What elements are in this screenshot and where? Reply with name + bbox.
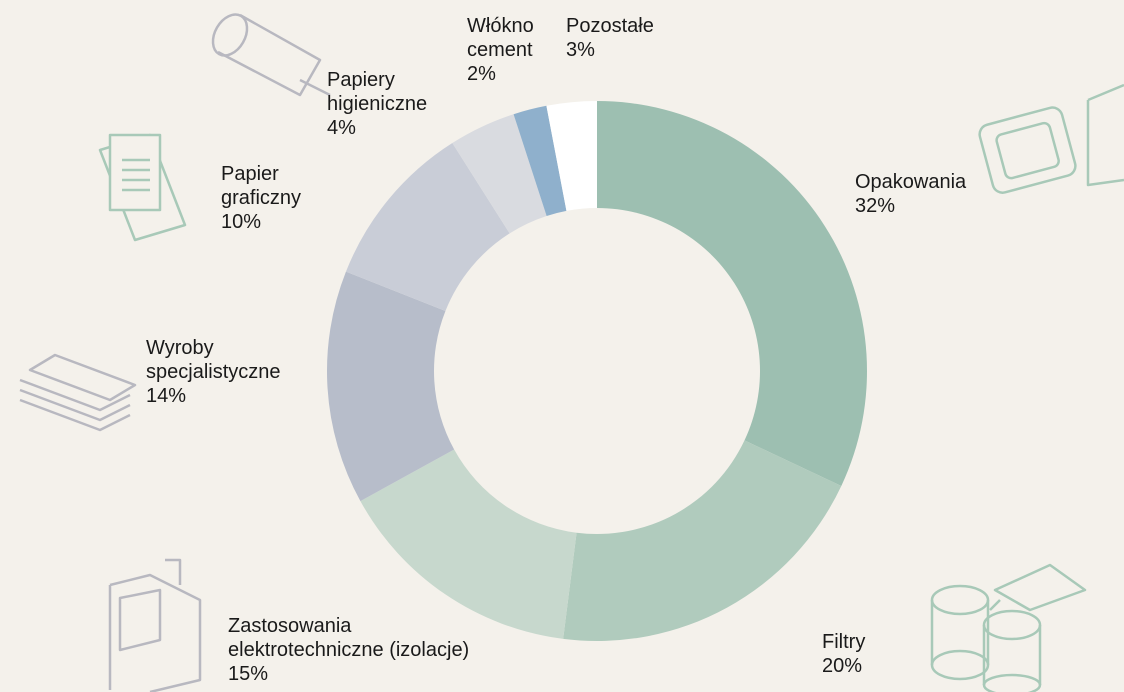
- value-label: 10%: [221, 210, 301, 234]
- value-label: 20%: [822, 654, 865, 678]
- category-label: Wyroby specjalistyczne: [146, 336, 281, 384]
- category-label: Pozostałe: [566, 14, 654, 38]
- donut-segment: [597, 101, 867, 486]
- category-label: Zastosowania elektrotechniczne (izolacje…: [228, 614, 469, 662]
- value-label: 14%: [146, 384, 281, 408]
- value-label: 32%: [855, 194, 966, 218]
- page: (() => { const data = JSON.parse(documen…: [0, 0, 1124, 692]
- category-label: Filtry: [822, 630, 865, 654]
- category-label: Opakowania: [855, 170, 966, 194]
- value-label: 15%: [228, 662, 469, 686]
- value-label: 4%: [327, 116, 427, 140]
- category-label: Włókno cement: [467, 14, 534, 62]
- value-label: 2%: [467, 62, 534, 86]
- category-label: Papiery higieniczne: [327, 68, 427, 116]
- category-label: Papier graficzny: [221, 162, 301, 210]
- donut-segment: [563, 440, 841, 641]
- segment-label: Zastosowania elektrotechniczne (izolacje…: [228, 614, 469, 686]
- value-label: 3%: [566, 38, 654, 62]
